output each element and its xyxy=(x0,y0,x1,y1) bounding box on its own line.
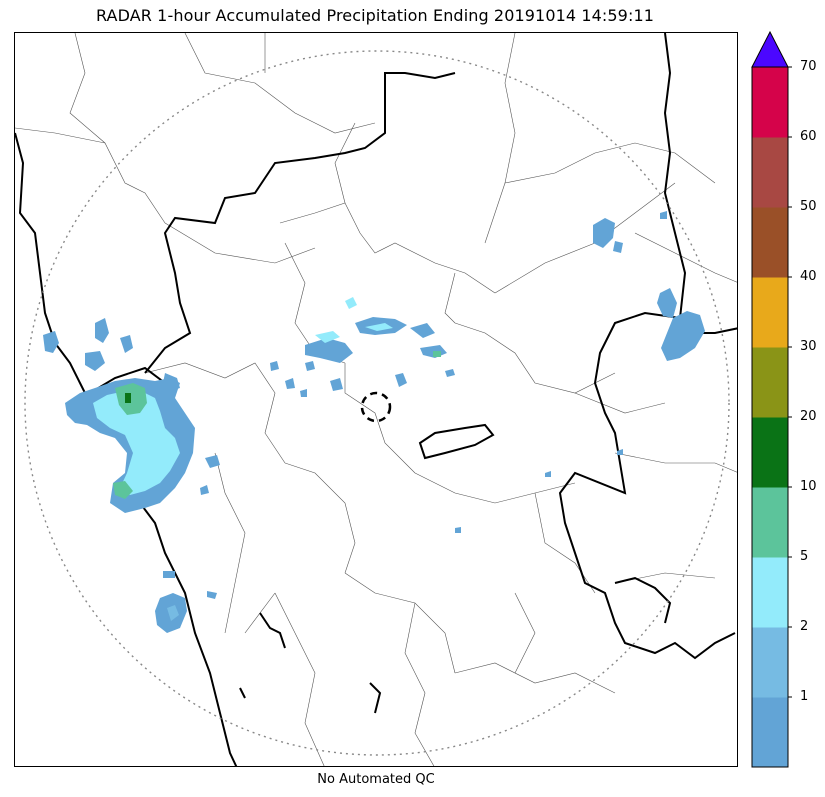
colorbar-tick-label: 1 xyxy=(800,689,809,704)
colorbar-tick-label: 40 xyxy=(800,269,817,284)
colorbar-tick-label: 10 xyxy=(800,479,817,494)
colorbar-segment xyxy=(752,487,788,558)
colorbar-tick-label: 2 xyxy=(800,619,809,634)
colorbar-tick-label: 20 xyxy=(800,409,817,424)
colorbar-graphic xyxy=(751,30,792,768)
district-boundaries xyxy=(15,33,737,766)
colorbar xyxy=(751,30,792,768)
radar-map[interactable] xyxy=(14,32,738,767)
colorbar-segment xyxy=(752,137,788,208)
colorbar-segment xyxy=(752,67,788,138)
colorbar-segment xyxy=(752,277,788,348)
colorbar-tick-label: 60 xyxy=(800,129,817,144)
map-title: RADAR 1-hour Accumulated Precipitation E… xyxy=(95,6,655,25)
radar-site-marker[interactable] xyxy=(360,391,392,423)
range-ring xyxy=(24,50,730,756)
colorbar-tick-label: 5 xyxy=(800,549,809,564)
radar-map-canvas xyxy=(15,33,737,766)
colorbar-segment xyxy=(752,557,788,628)
colorbar-tick-label: 50 xyxy=(800,199,817,214)
colorbar-segment xyxy=(752,417,788,488)
colorbar-segment xyxy=(752,347,788,418)
colorbar-tick-label: 70 xyxy=(800,59,817,74)
colorbar-segment xyxy=(752,627,788,698)
colorbar-extend-arrow xyxy=(751,30,789,68)
colorbar-tick-label: 30 xyxy=(800,339,817,354)
footnote: No Automated QC xyxy=(317,772,435,787)
precipitation-cells xyxy=(43,211,705,633)
colorbar-segment xyxy=(752,207,788,278)
colorbar-segment xyxy=(752,697,788,768)
